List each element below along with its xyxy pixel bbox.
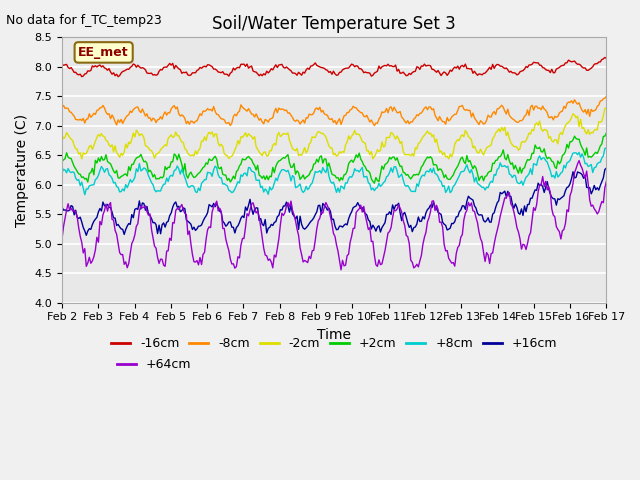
+8cm bbox=[58, 169, 66, 175]
+64cm bbox=[58, 236, 66, 242]
+16cm bbox=[83, 232, 90, 238]
+64cm bbox=[248, 201, 255, 207]
+16cm bbox=[298, 221, 305, 227]
+64cm bbox=[573, 161, 581, 167]
-2cm bbox=[248, 133, 255, 139]
+16cm bbox=[249, 211, 257, 217]
+64cm bbox=[220, 226, 228, 231]
+8cm bbox=[81, 192, 88, 198]
Line: +8cm: +8cm bbox=[62, 148, 606, 195]
+64cm bbox=[337, 267, 345, 273]
-8cm bbox=[371, 123, 378, 129]
Line: -16cm: -16cm bbox=[62, 58, 606, 77]
+8cm bbox=[602, 145, 610, 151]
-8cm bbox=[239, 104, 246, 110]
-2cm bbox=[239, 134, 246, 140]
+2cm bbox=[248, 157, 255, 163]
+8cm bbox=[249, 169, 257, 175]
-16cm bbox=[601, 55, 609, 60]
-2cm bbox=[58, 132, 66, 138]
+64cm bbox=[125, 261, 132, 266]
+2cm bbox=[371, 180, 378, 186]
+2cm bbox=[602, 130, 610, 136]
-16cm bbox=[573, 61, 581, 67]
+8cm bbox=[240, 170, 248, 176]
+8cm bbox=[127, 177, 134, 182]
-16cm bbox=[115, 74, 122, 80]
-16cm bbox=[240, 61, 248, 67]
+16cm bbox=[240, 215, 248, 220]
Line: +2cm: +2cm bbox=[62, 133, 606, 183]
+2cm bbox=[296, 177, 304, 182]
+8cm bbox=[573, 152, 581, 157]
-8cm bbox=[602, 94, 610, 99]
-8cm bbox=[220, 117, 228, 123]
Text: No data for f_TC_temp23: No data for f_TC_temp23 bbox=[6, 14, 162, 27]
Line: -8cm: -8cm bbox=[62, 96, 606, 126]
Title: Soil/Water Temperature Set 3: Soil/Water Temperature Set 3 bbox=[212, 15, 456, 33]
-8cm bbox=[248, 111, 255, 117]
+8cm bbox=[298, 187, 305, 193]
+16cm bbox=[573, 169, 581, 175]
-2cm bbox=[573, 113, 581, 119]
X-axis label: Time: Time bbox=[317, 328, 351, 342]
-2cm bbox=[125, 139, 132, 145]
-2cm bbox=[602, 105, 610, 111]
+64cm bbox=[239, 236, 246, 241]
+2cm bbox=[573, 136, 581, 142]
+2cm bbox=[239, 156, 246, 162]
-16cm bbox=[58, 61, 66, 67]
Legend: +64cm: +64cm bbox=[112, 353, 196, 376]
-16cm bbox=[127, 64, 134, 70]
-16cm bbox=[249, 68, 257, 74]
Line: -2cm: -2cm bbox=[62, 108, 606, 159]
+16cm bbox=[127, 221, 134, 227]
+16cm bbox=[58, 204, 66, 210]
+64cm bbox=[575, 158, 583, 164]
-8cm bbox=[296, 121, 304, 127]
Text: EE_met: EE_met bbox=[78, 46, 129, 59]
-2cm bbox=[296, 152, 304, 157]
-2cm bbox=[445, 156, 452, 162]
-8cm bbox=[58, 105, 66, 110]
+2cm bbox=[220, 172, 228, 178]
-2cm bbox=[220, 151, 228, 156]
-8cm bbox=[573, 101, 581, 107]
-8cm bbox=[125, 112, 132, 118]
+8cm bbox=[222, 182, 230, 188]
-16cm bbox=[298, 72, 305, 78]
+2cm bbox=[58, 158, 66, 164]
Line: +16cm: +16cm bbox=[62, 168, 606, 235]
+64cm bbox=[296, 245, 304, 251]
+16cm bbox=[222, 223, 230, 229]
Line: +64cm: +64cm bbox=[62, 161, 606, 270]
-16cm bbox=[602, 56, 610, 61]
Y-axis label: Temperature (C): Temperature (C) bbox=[15, 113, 29, 227]
+16cm bbox=[602, 165, 610, 171]
+64cm bbox=[602, 179, 610, 184]
+2cm bbox=[125, 164, 132, 169]
-16cm bbox=[222, 72, 230, 77]
